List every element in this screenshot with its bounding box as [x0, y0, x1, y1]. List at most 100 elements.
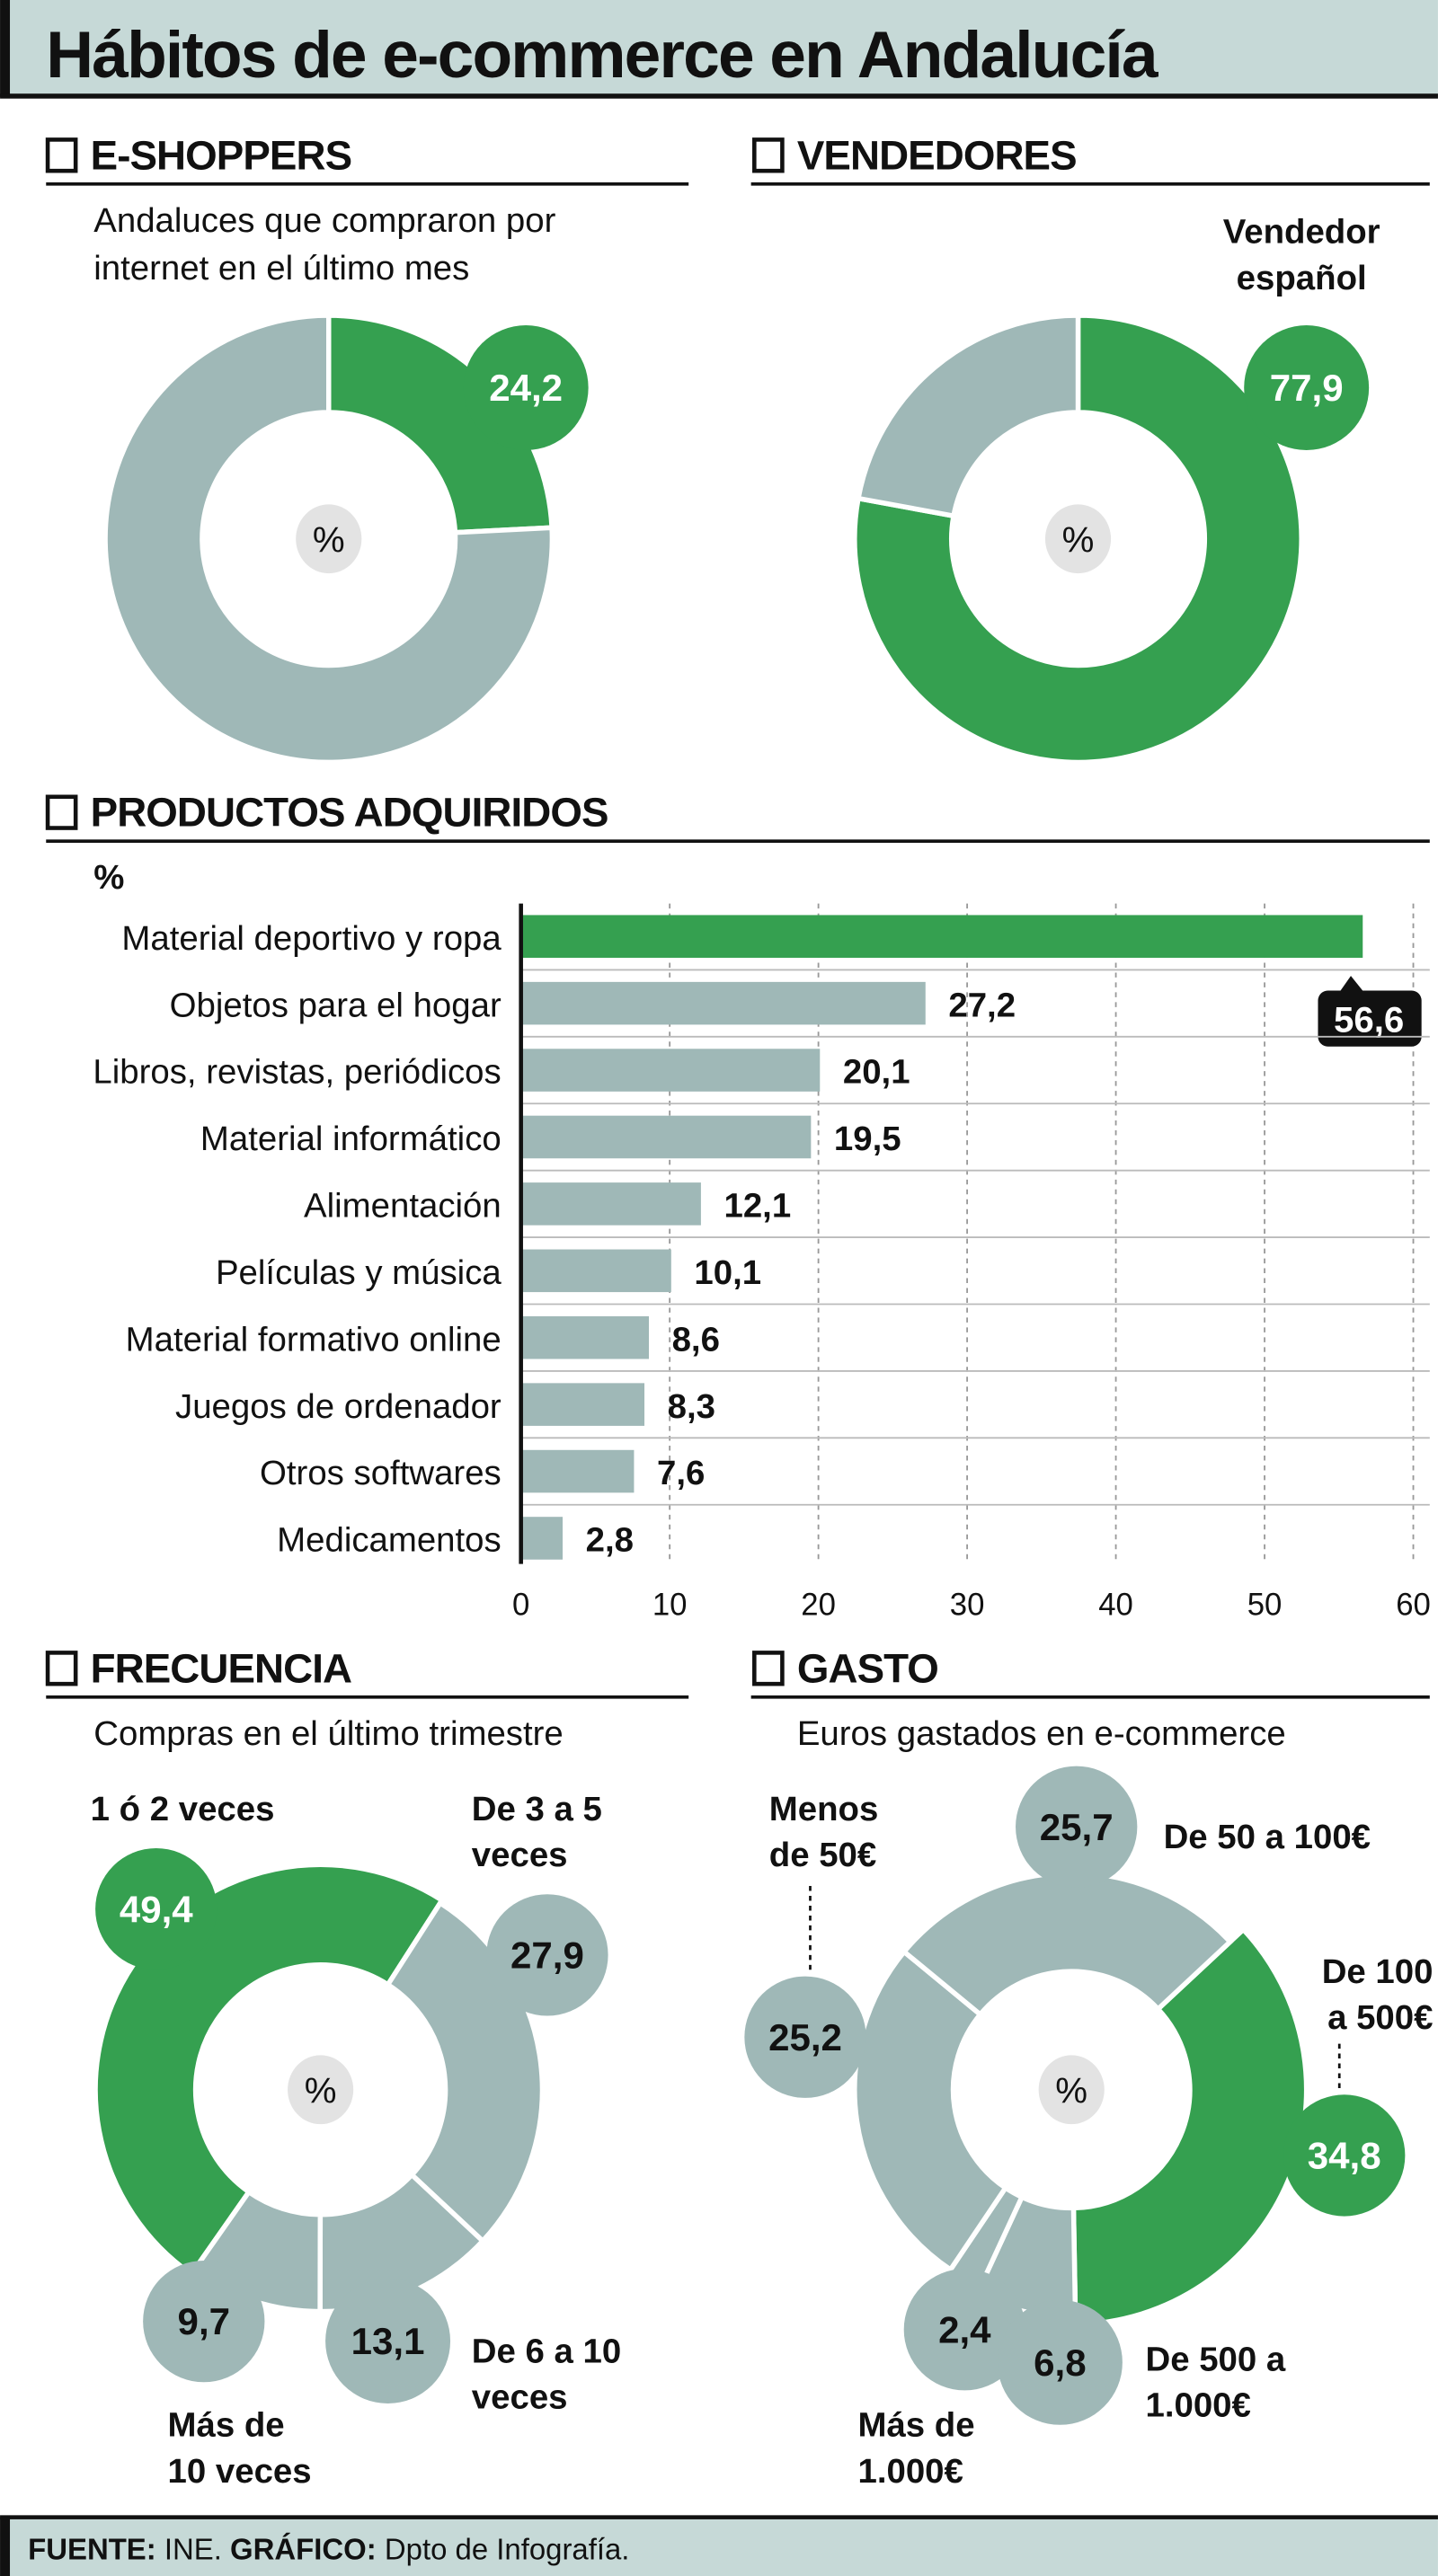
section-underline	[750, 181, 1430, 186]
section-underline	[46, 181, 689, 186]
donut-slice	[852, 1948, 1009, 2273]
section-underline	[46, 839, 1430, 843]
x-tick-label: 0	[512, 1588, 529, 1622]
bar	[520, 1449, 635, 1493]
category-label: Libros, revistas, periódicos	[93, 1053, 501, 1092]
donut-slice	[93, 1862, 446, 2278]
value-bubble	[463, 325, 589, 450]
title-divider	[0, 93, 1438, 99]
section-title: PRODUCTOS ADQUIRIDOS	[91, 790, 608, 836]
slice-label: Más de	[168, 2406, 285, 2445]
section-subtitle: internet en el último mes	[93, 249, 469, 288]
slice-label: Menos	[769, 1790, 879, 1828]
unit-label: %	[93, 858, 124, 897]
value-label: 25,2	[768, 2016, 842, 2058]
value-bubble	[903, 2269, 1026, 2391]
bar	[520, 1049, 821, 1092]
value-label: 9,7	[178, 2300, 230, 2342]
graphic-value: Dpto de Infografía.	[385, 2533, 630, 2566]
section-title: FRECUENCIA	[91, 1645, 351, 1691]
section-subtitle: Euros gastados en e-commerce	[797, 1714, 1286, 1753]
section-title: E-SHOPPERS	[91, 132, 352, 178]
donut-eshoppers: % 24,2	[102, 313, 589, 766]
checkbox-square-icon	[752, 1651, 785, 1686]
checkbox-square-icon	[45, 794, 78, 830]
data-label: 8,3	[668, 1387, 715, 1426]
value-bubble	[997, 2299, 1123, 2425]
donut-slice	[102, 313, 555, 766]
highlight-label: español	[1237, 259, 1367, 297]
data-label: 27,2	[948, 986, 1016, 1024]
bar	[520, 1315, 649, 1359]
donut-slice	[901, 1870, 1234, 2018]
slice-label: De 500 a	[1145, 2340, 1285, 2378]
bar	[520, 1115, 812, 1159]
checkbox-square-icon	[45, 137, 78, 173]
donut-vendedores: % 77,9	[852, 313, 1370, 766]
data-label: 2,8	[586, 1521, 634, 1560]
percent-label: %	[305, 2070, 337, 2111]
value-label: 27,9	[510, 1934, 584, 1976]
x-tick-label: 60	[1396, 1588, 1431, 1622]
donut-frecuencia: % 49,4 27,9 13,1 9,7 1 ó 2 veces De 3 a 5 veces…	[91, 1790, 622, 2491]
donut-slice	[1070, 1925, 1309, 2328]
value-bubble	[1244, 325, 1370, 450]
value-label: 2,4	[938, 2308, 991, 2350]
page-title: Hábitos de e-commerce en Andalucía	[46, 19, 1159, 92]
percent-bubble	[1038, 2055, 1105, 2125]
category-label: Material formativo online	[126, 1320, 502, 1359]
slice-label: De 3 a 5	[472, 1790, 602, 1828]
x-tick-label: 40	[1098, 1588, 1133, 1622]
x-tick-label: 50	[1247, 1588, 1283, 1622]
category-label: Material informático	[200, 1120, 502, 1158]
slice-label: De 50 a 100€	[1164, 1818, 1371, 1856]
value-label: 6,8	[1034, 2341, 1086, 2384]
section-header-productos: PRODUCTOS ADQUIRIDOS %	[45, 790, 1430, 897]
footer-accent-bar	[0, 2517, 11, 2576]
footer-credits: FUENTE: INE. GRÁFICO: Dpto de Infografía…	[28, 2533, 629, 2566]
bar	[520, 1383, 645, 1426]
source-value: INE.	[164, 2533, 222, 2566]
section-title: GASTO	[797, 1645, 938, 1691]
slice-label: 1.000€	[858, 2452, 963, 2491]
percent-label: %	[313, 519, 345, 560]
value-bubble	[95, 1847, 217, 1970]
value-bubble	[325, 2279, 451, 2404]
slice-label: Más de	[858, 2406, 975, 2445]
bar	[520, 915, 1363, 958]
section-header-eshoppers: E-SHOPPERS Andaluces que compraron por i…	[45, 132, 689, 288]
value-label: 49,4	[120, 1888, 193, 1930]
category-label: Material deportivo y ropa	[121, 919, 502, 958]
slice-label: de 50€	[769, 1836, 876, 1874]
section-subtitle: Compras en el último trimestre	[93, 1714, 564, 1753]
section-underline	[46, 1695, 689, 1699]
section-header-vendedores: VENDEDORES Vendedor español	[750, 132, 1430, 297]
value-label: 34,8	[1308, 2135, 1381, 2177]
category-label: Objetos para el hogar	[170, 986, 502, 1024]
section-header-frecuencia: FRECUENCIA Compras en el último trimestr…	[45, 1645, 689, 1753]
bar	[520, 1182, 701, 1226]
data-label: 19,5	[834, 1120, 901, 1158]
percent-bubble	[288, 2055, 354, 2125]
slice-label: De 100	[1322, 1952, 1434, 1991]
slice-label: 1 ó 2 veces	[91, 1790, 275, 1828]
value-bubble	[744, 1976, 866, 2098]
value-bubble	[486, 1894, 608, 2016]
donut-slice	[852, 313, 1304, 766]
value-label: 25,7	[1040, 1806, 1114, 1848]
x-tick-label: 20	[801, 1588, 836, 1622]
value-bubble	[1283, 2094, 1406, 2217]
category-label: Películas y música	[216, 1253, 502, 1292]
source-label: FUENTE:	[28, 2533, 156, 2566]
category-label: Alimentación	[304, 1187, 502, 1226]
checkbox-square-icon	[45, 1651, 78, 1686]
percent-label: %	[1062, 519, 1095, 560]
section-subtitle: Andaluces que compraron por	[93, 201, 555, 240]
percent-bubble	[1044, 504, 1112, 574]
data-label: 7,6	[657, 1454, 705, 1492]
value-label: 77,9	[1270, 367, 1344, 409]
percent-label: %	[1055, 2070, 1087, 2111]
donut-slice	[855, 313, 1081, 519]
category-label: Juegos de ordenador	[175, 1387, 502, 1426]
